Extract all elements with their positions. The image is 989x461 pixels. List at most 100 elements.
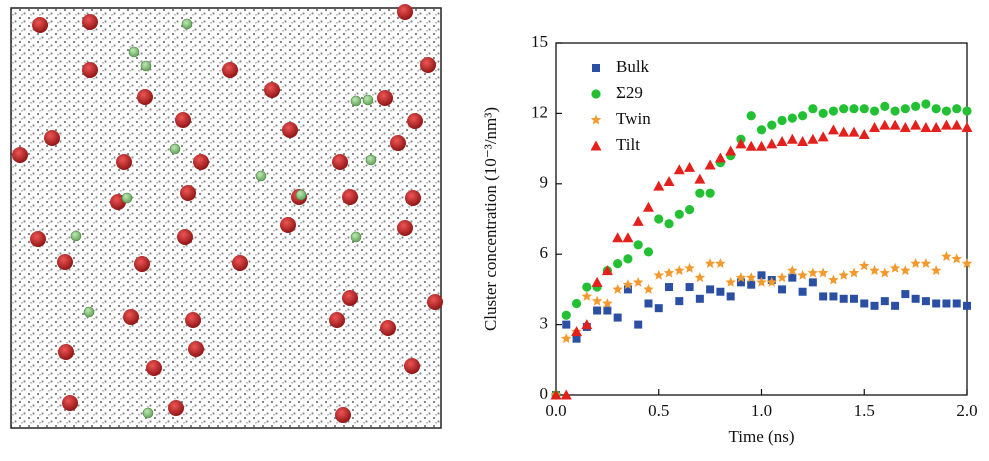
marker-star <box>869 265 880 276</box>
marker-triangle <box>940 119 952 130</box>
marker-square <box>726 292 735 301</box>
marker-star <box>745 272 757 283</box>
marker-circle <box>818 108 828 118</box>
marker-star <box>807 267 819 278</box>
marker-square <box>736 278 745 287</box>
solute-atom <box>121 192 133 204</box>
marker-triangle <box>869 121 881 132</box>
marker-circle <box>849 104 859 114</box>
marker-square <box>860 299 869 308</box>
x-tick-label: 0.5 <box>648 401 669 420</box>
marker-circle <box>571 298 582 309</box>
marker-triangle <box>714 152 726 163</box>
marker-triangle <box>889 119 901 130</box>
cluster-blob <box>404 358 420 374</box>
marker-triangle <box>622 232 634 243</box>
marker-triangle <box>653 180 665 191</box>
marker-circle <box>869 106 880 116</box>
marker-star <box>674 265 685 276</box>
cluster-blob <box>193 154 209 170</box>
marker-triangle <box>735 138 747 149</box>
marker-star <box>930 265 942 276</box>
simulation-box <box>10 7 442 429</box>
marker-square <box>829 292 838 301</box>
cluster-blob <box>134 256 150 272</box>
marker-star <box>591 295 603 306</box>
marker-triangle <box>581 319 593 330</box>
marker-square <box>644 299 653 308</box>
marker-square <box>880 297 889 306</box>
marker-square <box>634 320 643 329</box>
marker-square <box>778 285 787 294</box>
marker-star <box>643 283 654 294</box>
cluster-blob <box>57 254 73 270</box>
marker-circle <box>900 104 910 114</box>
marker-triangle <box>920 121 932 132</box>
marker-circle <box>798 111 808 121</box>
solute-atom <box>128 46 140 58</box>
marker-circle <box>654 214 664 224</box>
marker-circle <box>828 106 839 116</box>
marker-triangle <box>858 129 870 140</box>
marker-triangle <box>827 124 839 135</box>
marker-star <box>561 333 572 344</box>
marker-circle <box>613 258 623 269</box>
marker-triangle <box>776 136 788 147</box>
solute-atom <box>362 94 374 106</box>
cluster-blob <box>175 112 191 128</box>
solute-atom <box>140 60 152 72</box>
marker-circle <box>561 310 571 320</box>
marker-triangle <box>612 232 624 243</box>
marker-square <box>716 287 725 296</box>
marker-circle <box>623 254 633 264</box>
marker-circle <box>643 247 654 257</box>
marker-triangle <box>704 159 716 170</box>
marker-circle <box>941 106 952 116</box>
marker-circle <box>633 240 643 250</box>
marker-circle <box>756 125 767 135</box>
marker-star <box>590 114 602 125</box>
marker-star <box>725 276 736 287</box>
marker-circle <box>591 89 601 99</box>
cluster-blob <box>342 290 358 306</box>
marker-square <box>819 292 828 301</box>
cluster-blob <box>188 341 204 357</box>
marker-star <box>859 260 870 271</box>
marker-triangle <box>632 215 644 226</box>
marker-square <box>685 283 694 292</box>
cluster-blob <box>335 407 351 423</box>
cluster-blob <box>82 14 98 30</box>
y-axis-label: Cluster concentration (10⁻³/nm³) <box>481 107 500 331</box>
marker-triangle <box>951 119 963 130</box>
marker-star <box>797 269 808 280</box>
marker-triangle <box>910 119 922 130</box>
marker-triangle <box>591 276 603 287</box>
solute-atom <box>255 170 267 182</box>
marker-square <box>592 64 600 72</box>
marker-square <box>665 283 674 292</box>
marker-circle <box>839 104 849 114</box>
marker-star <box>848 267 860 278</box>
marker-triangle <box>673 164 685 175</box>
cluster-blob <box>62 395 78 411</box>
y-tick-label: 3 <box>540 314 549 333</box>
x-axis-label: Time (ns) <box>729 427 795 446</box>
marker-square <box>870 301 879 310</box>
marker-square <box>798 287 807 296</box>
cluster-blob <box>397 4 413 20</box>
marker-star <box>817 267 829 278</box>
legend-label: Σ29 <box>616 83 643 102</box>
marker-square <box>788 273 797 282</box>
marker-triangle <box>766 138 778 149</box>
marker-square <box>747 280 756 289</box>
marker-circle <box>767 120 777 130</box>
marker-square <box>613 313 622 322</box>
marker-triangle <box>899 121 911 132</box>
marker-square <box>901 290 910 299</box>
marker-square <box>623 285 632 294</box>
cluster-blob <box>116 154 132 170</box>
marker-triangle <box>725 145 737 156</box>
marker-triangle <box>550 389 562 400</box>
marker-triangle <box>745 140 757 151</box>
cluster-blob <box>185 312 201 328</box>
